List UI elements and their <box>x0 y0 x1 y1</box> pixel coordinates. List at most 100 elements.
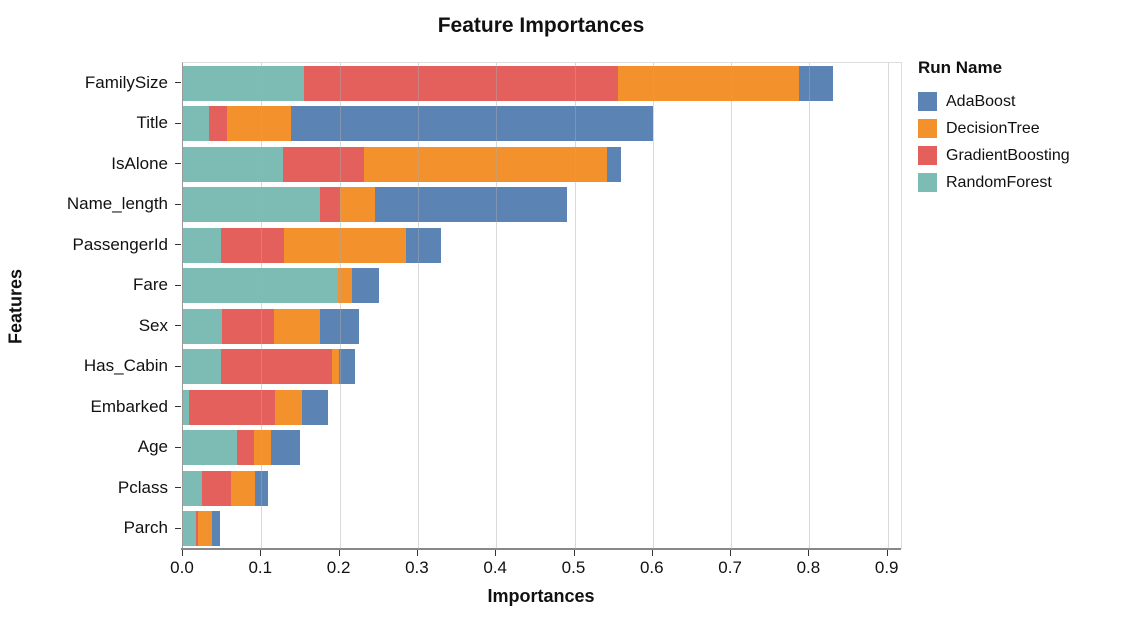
x-tick <box>416 550 418 556</box>
grid-line-0.9 <box>887 63 889 549</box>
y-tick <box>175 446 181 448</box>
grid-line-0.8 <box>809 63 811 549</box>
legend-swatch-icon <box>918 146 937 165</box>
x-tick-label-0.0: 0.0 <box>170 558 194 577</box>
y-axis-label-PassengerId: PassengerId <box>72 234 168 254</box>
bar-segment-AdaBoost <box>352 268 379 304</box>
bar-segment-RandomForest <box>183 349 222 385</box>
bar-row-Fare <box>183 268 379 304</box>
x-tick <box>573 550 575 556</box>
x-tick <box>808 550 810 556</box>
bar-segment-RandomForest <box>183 187 321 223</box>
grid-line-0.1 <box>261 63 263 549</box>
bar-row-IsAlone <box>183 146 622 182</box>
bar-segment-RandomForest <box>183 308 223 344</box>
legend-swatch-icon <box>918 119 937 138</box>
legend-item-AdaBoost: AdaBoost <box>918 88 1070 115</box>
bar-segment-AdaBoost <box>255 470 268 506</box>
x-tick-label-0.6: 0.6 <box>639 558 664 577</box>
grid-line-0.3 <box>417 63 419 549</box>
bar-segment-GradientBoosting <box>208 106 227 142</box>
bar-row-Pclass <box>183 470 268 506</box>
y-tick <box>175 82 181 84</box>
y-tick <box>175 244 181 246</box>
legend-label: RandomForest <box>946 173 1052 191</box>
bar-row-Title <box>183 106 653 142</box>
bar-segment-DecisionTree <box>230 470 256 506</box>
bar-segment-DecisionTree <box>254 430 272 466</box>
grid-line-0.7 <box>731 63 733 549</box>
bar-segment-AdaBoost <box>271 430 300 466</box>
bar-segment-DecisionTree <box>338 268 353 304</box>
y-axis-label-Sex: Sex <box>138 315 168 335</box>
bar-segment-GradientBoosting <box>201 470 231 506</box>
bar-segment-RandomForest <box>183 227 222 263</box>
bar-segment-AdaBoost <box>607 146 622 182</box>
legend-items: AdaBoost DecisionTree GradientBoosting Rand… <box>918 88 1070 196</box>
x-tick-label-0.8: 0.8 <box>796 558 821 577</box>
x-tick <box>495 550 497 556</box>
bar-segment-AdaBoost <box>302 389 328 425</box>
bar-segment-RandomForest <box>183 65 305 101</box>
grid-line-0.2 <box>339 63 341 549</box>
grid-line-0.6 <box>652 63 654 549</box>
bar-segment-GradientBoosting <box>222 308 274 344</box>
chart-title: Feature Importances <box>437 14 645 37</box>
legend-item-GradientBoosting: GradientBoosting <box>918 142 1070 169</box>
bar-row-PassengerId <box>183 227 442 263</box>
y-tick <box>175 487 181 489</box>
bar-segment-GradientBoosting <box>221 349 332 385</box>
bar-segment-GradientBoosting <box>237 430 255 466</box>
x-tick-label-0.7: 0.7 <box>718 558 742 577</box>
y-tick <box>175 122 181 124</box>
bar-segment-DecisionTree <box>273 308 320 344</box>
y-tick <box>175 163 181 165</box>
bar-segment-DecisionTree <box>275 389 302 425</box>
legend-item-DecisionTree: DecisionTree <box>918 115 1070 142</box>
legend-label: GradientBoosting <box>946 146 1070 164</box>
x-tick <box>260 550 262 556</box>
bar-segment-GradientBoosting <box>196 511 198 547</box>
x-tick <box>730 550 732 556</box>
legend-title: Run Name <box>918 58 1003 77</box>
bar-segment-GradientBoosting <box>221 227 284 263</box>
bar-row-Age <box>183 430 300 466</box>
bar-row-Embarked <box>183 389 328 425</box>
bar-segment-DecisionTree <box>197 511 212 547</box>
bar-segment-AdaBoost <box>799 65 833 101</box>
bar-segment-GradientBoosting <box>320 187 340 223</box>
bar-segment-RandomForest <box>183 511 197 547</box>
legend-swatch-icon <box>918 173 937 192</box>
bar-segment-AdaBoost <box>406 227 442 263</box>
y-axis-label-Parch: Parch <box>123 518 168 538</box>
y-tick <box>175 203 181 205</box>
x-tick-label-0.2: 0.2 <box>326 558 351 577</box>
bar-segment-DecisionTree <box>363 146 608 182</box>
x-tick <box>182 550 183 556</box>
bar-segment-DecisionTree <box>617 65 800 101</box>
y-tick <box>175 284 181 286</box>
y-axis-label-Title: Title <box>136 113 169 133</box>
y-axis-label-FamilySize: FamilySize <box>84 72 168 92</box>
y-axis-label-Pclass: Pclass <box>117 477 168 497</box>
y-tick <box>175 365 181 367</box>
bar-segment-GradientBoosting <box>283 146 364 182</box>
bar-segment-DecisionTree <box>331 349 339 385</box>
bar-segment-GradientBoosting <box>304 65 618 101</box>
x-tick-label-0.5: 0.5 <box>561 558 586 577</box>
bar-segment-DecisionTree <box>339 187 375 223</box>
bar-segment-RandomForest <box>183 268 339 304</box>
bar-segment-DecisionTree <box>226 106 292 142</box>
bar-row-FamilySize <box>183 65 833 101</box>
bar-segment-RandomForest <box>183 106 209 142</box>
y-axis-label-Name_length: Name_length <box>66 194 168 214</box>
bar-segment-GradientBoosting <box>189 389 276 425</box>
y-axis-label-Has_Cabin: Has_Cabin <box>83 356 168 376</box>
grid-line-0.5 <box>574 63 576 549</box>
grid-line-0.4 <box>496 63 498 549</box>
x-tick-label-0.9: 0.9 <box>874 558 899 577</box>
bar-segment-AdaBoost <box>338 349 356 385</box>
legend-label: DecisionTree <box>946 119 1040 137</box>
y-axis-label-Embarked: Embarked <box>90 396 168 416</box>
y-axis-label-Fare: Fare <box>133 275 168 295</box>
